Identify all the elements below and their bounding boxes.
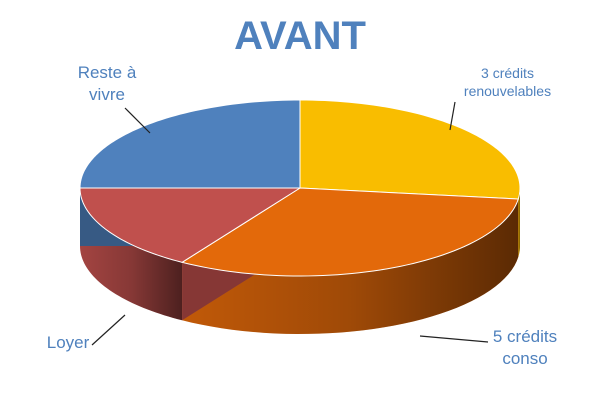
slice-label: 5 crédits conso bbox=[492, 327, 558, 369]
leader-line bbox=[419, 335, 489, 343]
chart-title: AVANT bbox=[234, 14, 366, 58]
slice-label: Loyer bbox=[46, 333, 90, 352]
slice-label: 3 crédits renouvelables bbox=[463, 65, 552, 100]
slice-side-shade bbox=[182, 199, 519, 334]
slice-label: Reste à vivre bbox=[77, 63, 137, 105]
slice bbox=[299, 99, 521, 200]
slice bbox=[79, 99, 301, 189]
leader-line bbox=[449, 101, 456, 131]
slice bbox=[180, 187, 519, 277]
leader-line bbox=[91, 314, 126, 346]
leader-line bbox=[124, 107, 151, 134]
slice-side-shade bbox=[518, 188, 520, 258]
slice-side-shade bbox=[80, 188, 183, 321]
slice bbox=[79, 187, 302, 263]
